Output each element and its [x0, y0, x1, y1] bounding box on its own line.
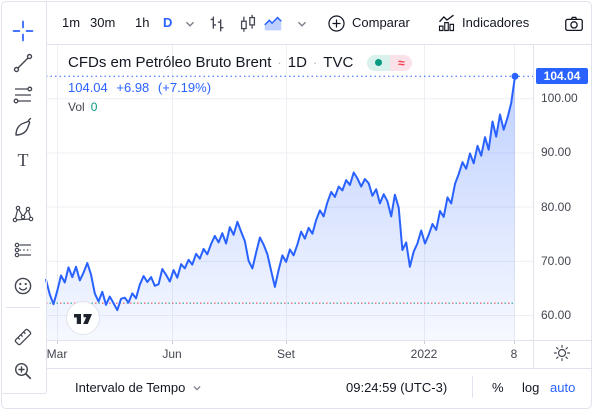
chevron-down-icon: [298, 21, 306, 27]
symbol-interval: 1D: [287, 54, 307, 71]
price-tick-label: 70.00: [541, 253, 572, 268]
ruler-tool[interactable]: [10, 324, 36, 350]
compare-button-icon[interactable]: [326, 13, 347, 34]
delayed-data-badge[interactable]: ≈: [390, 54, 413, 71]
last-price-value: 104.04: [68, 80, 108, 95]
time-interval-label: Intervalo de Tempo: [75, 380, 186, 395]
indicators-button-icon[interactable]: [436, 13, 457, 34]
time-tick-label: 2022: [410, 347, 438, 361]
emoji-tool[interactable]: [10, 273, 36, 299]
last-price-axis-badge: 104.04: [536, 68, 588, 85]
price-tick-label: 80.00: [541, 199, 572, 214]
price-change-percent: (+7.19%): [157, 80, 212, 95]
trend-line-tool[interactable]: [10, 50, 36, 76]
chevron-down-icon: [186, 21, 194, 27]
bars-icon: [210, 16, 224, 32]
price-values-row: 104.04 +6.98 (+7.19%): [68, 80, 412, 95]
gear-icon: [553, 344, 571, 362]
price-tick-label: 100.00: [541, 91, 578, 106]
long-short-position-tool[interactable]: [10, 237, 36, 263]
camera-icon: [565, 16, 583, 32]
volume-value: 0: [90, 100, 98, 114]
candles-icon: [240, 14, 256, 32]
footer-border: [46, 368, 591, 369]
fib-retracement-icon: [13, 86, 33, 104]
sidebar-divider: [6, 307, 40, 308]
volume-label: Vol: [68, 100, 85, 114]
time-tick-label: Mar: [46, 347, 68, 361]
volume-row: Vol 0: [68, 100, 412, 114]
tradingview-logo-icon: [74, 314, 92, 324]
chevron-down-icon: [193, 385, 201, 390]
axis-settings-button[interactable]: [552, 343, 572, 363]
text-tool[interactable]: T: [10, 147, 36, 173]
zoom-in-tool[interactable]: [10, 358, 36, 384]
interval-menu-chevron[interactable]: [181, 15, 199, 33]
style-menu-chevron[interactable]: [293, 15, 311, 33]
toolbar-border: [46, 44, 591, 45]
market-status-badge[interactable]: [367, 54, 391, 71]
interval-1m-button[interactable]: 1m: [62, 15, 81, 30]
xabcd-pattern-icon: [12, 205, 34, 223]
bars-style-button[interactable]: [206, 13, 228, 35]
market-open-dot-icon: [375, 59, 383, 66]
compare-button[interactable]: Comparar: [352, 15, 410, 30]
brush-tool[interactable]: [10, 115, 36, 141]
chart-legend: CFDs em Petróleo Bruto Brent · 1D · TVC …: [68, 54, 413, 114]
indicators-icon: [438, 14, 455, 32]
symbol-title[interactable]: CFDs em Petróleo Bruto Brent · 1D · TVC …: [68, 54, 413, 71]
price-axis[interactable]: 100.00 90.00 80.00 70.00 60.00 104.04: [533, 44, 591, 340]
text-icon: T: [18, 150, 29, 170]
time-interval-menu[interactable]: Intervalo de Tempo: [75, 368, 205, 407]
price-change-value: +6.98: [116, 80, 150, 95]
snapshot-button[interactable]: [563, 13, 585, 35]
price-tick-label: 60.00: [541, 308, 572, 323]
xabcd-pattern-tool[interactable]: [10, 202, 36, 228]
log-scale-button[interactable]: log: [522, 380, 540, 395]
sidebar-bottom-divider: [1, 393, 46, 394]
time-axis[interactable]: Mar Jun Set 2022 8: [46, 340, 533, 368]
interval-1h-button[interactable]: 1h: [135, 15, 150, 30]
crosshair-icon: [12, 20, 34, 42]
footer-divider: [472, 376, 473, 398]
svg-text:T: T: [18, 150, 29, 170]
price-tick-label: 90.00: [541, 145, 572, 160]
time-tick-label: Set: [276, 347, 296, 361]
price-axis-border: [533, 44, 534, 368]
interval-d-button-active[interactable]: D: [163, 15, 173, 30]
long-short-position-icon: [14, 242, 31, 258]
brush-icon: [15, 117, 32, 136]
interval-30m-button[interactable]: 30m: [90, 15, 116, 30]
percent-scale-button[interactable]: %: [492, 380, 504, 395]
time-axis-border: [46, 340, 591, 341]
candles-style-button[interactable]: [237, 13, 259, 35]
area-style-icon: [264, 16, 282, 31]
plus-circle-icon: [328, 15, 345, 32]
time-tick-label: Jun: [162, 347, 182, 361]
indicators-button[interactable]: Indicadores: [462, 15, 530, 30]
sidebar-border: [46, 1, 47, 393]
crosshair-tool[interactable]: [10, 18, 36, 44]
time-tick-label: 8: [510, 347, 518, 361]
trend-line-icon: [13, 53, 33, 73]
symbol-name: CFDs em Petróleo Bruto Brent: [68, 54, 272, 71]
fib-retracement-tool[interactable]: [10, 82, 36, 108]
clock[interactable]: 09:24:59 (UTC-3): [346, 380, 448, 395]
tradingview-logo[interactable]: [66, 301, 100, 335]
legend-separator: ·: [277, 55, 282, 70]
ruler-icon: [14, 328, 32, 346]
data-status-badges[interactable]: ≈: [367, 54, 413, 71]
area-style-button-active[interactable]: [262, 13, 284, 35]
legend-separator: ·: [312, 55, 318, 70]
bottom-toolbar: Intervalo de Tempo 09:24:59 (UTC-3) % lo…: [46, 368, 591, 407]
auto-scale-button[interactable]: auto: [550, 380, 576, 395]
zoom-in-icon: [14, 362, 32, 380]
symbol-exchange: TVC: [323, 54, 354, 71]
emoji-icon: [14, 277, 32, 295]
